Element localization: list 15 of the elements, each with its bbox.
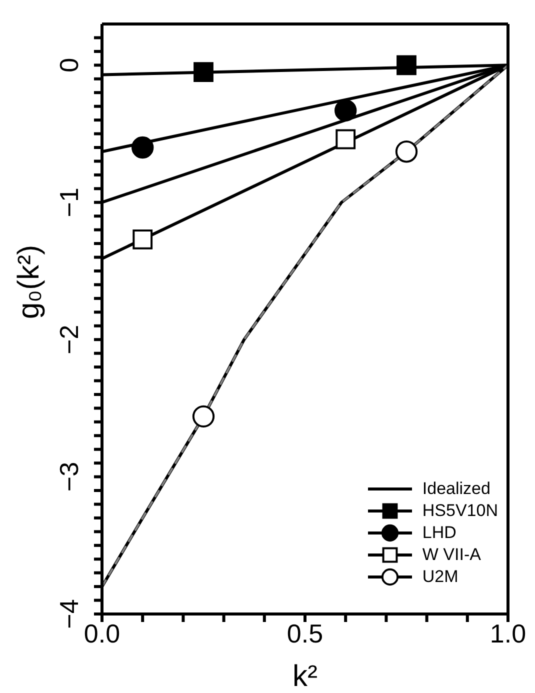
y-tick-label: −1 <box>54 188 84 218</box>
legend-label: Idealized <box>422 479 490 499</box>
x-tick-label: 0.0 <box>84 618 120 648</box>
legend-label: U2M <box>422 567 458 587</box>
legend-label: W VII-A <box>422 545 481 565</box>
x-tick-label: 0.5 <box>286 618 324 648</box>
legend-label: LHD <box>422 523 456 543</box>
legend-label: HS5V10N <box>422 501 498 521</box>
y-tick-label: −2 <box>54 324 84 354</box>
y-axis-title: g₀(k²) <box>12 244 46 319</box>
x-axis-title: k² <box>292 660 318 693</box>
y-tick-label: 0 <box>54 58 84 72</box>
y-tick-label: −3 <box>54 462 84 492</box>
y-tick-label: −4 <box>54 599 84 629</box>
x-tick-label: 1.0 <box>490 618 526 648</box>
